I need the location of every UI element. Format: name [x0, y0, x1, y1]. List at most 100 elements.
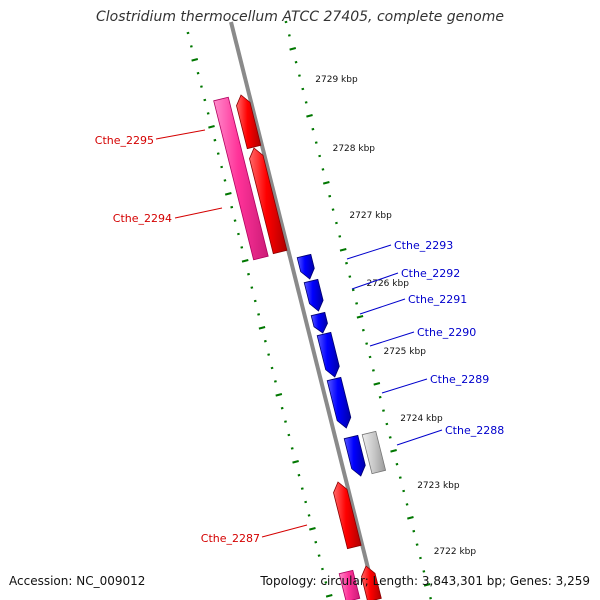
- right-tick-mark: [284, 20, 288, 24]
- left-tick-mark: [233, 219, 237, 222]
- left-tick-mark: [230, 205, 234, 209]
- right-tick-mark: [314, 141, 318, 144]
- left-tick-mark: [287, 433, 291, 437]
- left-tick-mark: [241, 259, 249, 263]
- gene-arrow: [333, 481, 362, 550]
- left-tick-mark: [321, 567, 324, 571]
- gene-arrow: [213, 96, 269, 261]
- right-tick-mark: [382, 409, 385, 412]
- right-tick-mark: [395, 462, 399, 466]
- right-tick-mark: [322, 181, 330, 185]
- left-tick-mark: [290, 447, 294, 450]
- left-tick-mark: [213, 138, 217, 142]
- right-tick-mark: [298, 74, 301, 77]
- right-tick-mark: [412, 529, 416, 533]
- accession-text: Accession: NC_009012: [9, 574, 146, 588]
- gene-arrow: [326, 376, 352, 429]
- left-tick-mark: [203, 98, 207, 102]
- gene-leader-line: [381, 378, 428, 394]
- gene-leader-line: [261, 524, 308, 538]
- right-tick-mark: [429, 596, 432, 600]
- gene-leader-line: [174, 207, 223, 219]
- gene-arrow: [361, 565, 382, 600]
- left-tick-mark: [292, 460, 299, 464]
- gene-arrow: [310, 311, 328, 334]
- right-tick-mark: [390, 449, 397, 453]
- gene-arrow: [249, 147, 288, 255]
- gene-label: Cthe_2287: [201, 532, 260, 545]
- left-tick-mark: [216, 152, 220, 155]
- gene-label: Cthe_2288: [445, 424, 504, 437]
- right-tick-mark: [371, 369, 375, 372]
- right-tick-mark: [338, 235, 342, 238]
- scale-label: 2729 kbp: [315, 75, 358, 85]
- right-tick-mark: [402, 489, 406, 493]
- scale-label: 2722 kbp: [434, 547, 477, 557]
- right-tick-mark: [351, 288, 355, 292]
- left-tick-mark: [257, 313, 261, 316]
- gene-leader-line: [346, 244, 392, 260]
- right-tick-mark: [398, 476, 402, 479]
- left-tick-mark: [208, 125, 215, 129]
- left-tick-mark: [273, 380, 277, 383]
- left-tick-mark: [191, 58, 199, 62]
- right-tick-mark: [388, 436, 392, 439]
- left-tick-mark: [297, 473, 301, 477]
- left-tick-mark: [325, 594, 333, 598]
- right-tick-mark: [289, 47, 297, 51]
- right-tick-mark: [331, 208, 335, 211]
- gene-labels: Cthe_2295 Cthe_2294 Cthe_2293 Cthe_2292 Cthe…: [95, 129, 504, 545]
- left-tick-mark: [284, 420, 287, 423]
- right-tick-mark: [405, 503, 409, 506]
- right-tick-mark: [385, 422, 389, 426]
- right-tick-mark: [368, 355, 372, 359]
- genome-summary-text: Topology: circular; Length: 3,843,301 bp…: [260, 574, 590, 588]
- left-tick-mark: [220, 165, 224, 169]
- gene-label: Cthe_2290: [417, 326, 476, 339]
- scale-label: 2727 kbp: [349, 211, 392, 221]
- right-tick-mark: [321, 168, 325, 171]
- right-tick-mark: [361, 328, 365, 332]
- right-tick-mark: [328, 194, 332, 198]
- right-tick-mark: [304, 101, 308, 104]
- left-tick-mark: [247, 272, 250, 276]
- gene-leader-line: [396, 429, 443, 446]
- right-tick-track: [284, 20, 432, 600]
- left-tick-mark: [200, 85, 203, 88]
- left-tick-mark: [280, 406, 284, 410]
- gene-arrow: [303, 278, 324, 312]
- gene-arrow: [316, 331, 340, 378]
- right-tick-mark: [422, 570, 426, 573]
- left-tick-track: [186, 31, 333, 598]
- gene-arrow: [296, 253, 315, 280]
- gene-leader-line: [351, 272, 399, 290]
- right-tick-mark: [356, 315, 364, 319]
- scale-label: 2726 kbp: [367, 279, 410, 289]
- right-tick-mark: [378, 395, 382, 399]
- left-tick-mark: [267, 353, 271, 356]
- left-tick-mark: [224, 192, 232, 196]
- right-tick-mark: [373, 382, 381, 386]
- left-tick-mark: [196, 71, 200, 75]
- left-tick-mark: [253, 299, 257, 303]
- right-tick-mark: [345, 261, 348, 265]
- scale-label: 2725 kbp: [384, 347, 427, 357]
- scale-labels: 2722 kbp 2723 kbp 2724 kbp 2725 kbp 2726 kbp…: [315, 75, 476, 557]
- left-tick-mark: [237, 232, 240, 236]
- gene-leader-line: [369, 331, 415, 347]
- gene-label: Cthe_2294: [113, 212, 172, 225]
- left-tick-mark: [263, 339, 267, 343]
- gene-arrow: [361, 430, 387, 475]
- left-tick-mark: [223, 179, 227, 182]
- left-tick-mark: [300, 487, 304, 490]
- right-tick-mark: [415, 543, 419, 546]
- left-tick-mark: [270, 366, 274, 370]
- gene-label: Cthe_2293: [394, 239, 453, 252]
- left-tick-mark: [240, 246, 244, 249]
- left-tick-mark: [314, 540, 318, 544]
- right-tick-mark: [306, 114, 313, 118]
- gene-arrow: [338, 569, 361, 600]
- left-tick-mark: [250, 286, 254, 289]
- right-tick-mark: [365, 342, 369, 345]
